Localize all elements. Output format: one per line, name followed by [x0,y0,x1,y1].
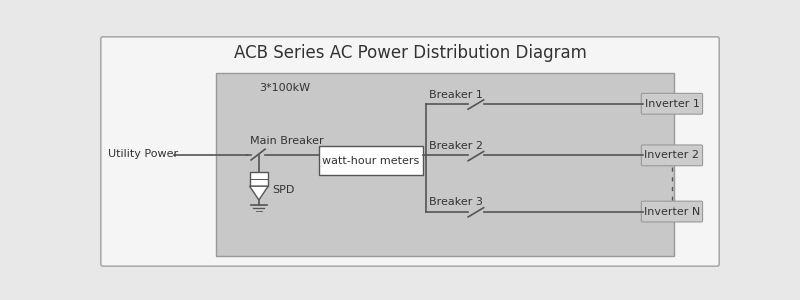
Text: Inverter 1: Inverter 1 [645,99,699,109]
Text: ACB Series AC Power Distribution Diagram: ACB Series AC Power Distribution Diagram [234,44,586,62]
Text: SPD: SPD [272,185,294,195]
Polygon shape [250,186,268,200]
Bar [318,146,423,176]
FancyBboxPatch shape [642,201,702,222]
Text: Main Breaker: Main Breaker [250,136,323,146]
Bar [216,73,674,256]
Text: 3*100kW: 3*100kW [259,83,310,93]
Text: Inverter N: Inverter N [644,207,700,217]
Text: watt-hour meters: watt-hour meters [322,156,419,166]
Text: Breaker 1: Breaker 1 [430,89,483,100]
FancyBboxPatch shape [101,37,719,266]
Text: Breaker 3: Breaker 3 [430,197,483,207]
Bar [250,172,268,186]
Text: Breaker 2: Breaker 2 [430,141,483,151]
FancyBboxPatch shape [642,93,702,114]
FancyBboxPatch shape [642,145,702,166]
Text: Utility Power: Utility Power [108,149,178,159]
Text: Inverter 2: Inverter 2 [645,150,699,160]
